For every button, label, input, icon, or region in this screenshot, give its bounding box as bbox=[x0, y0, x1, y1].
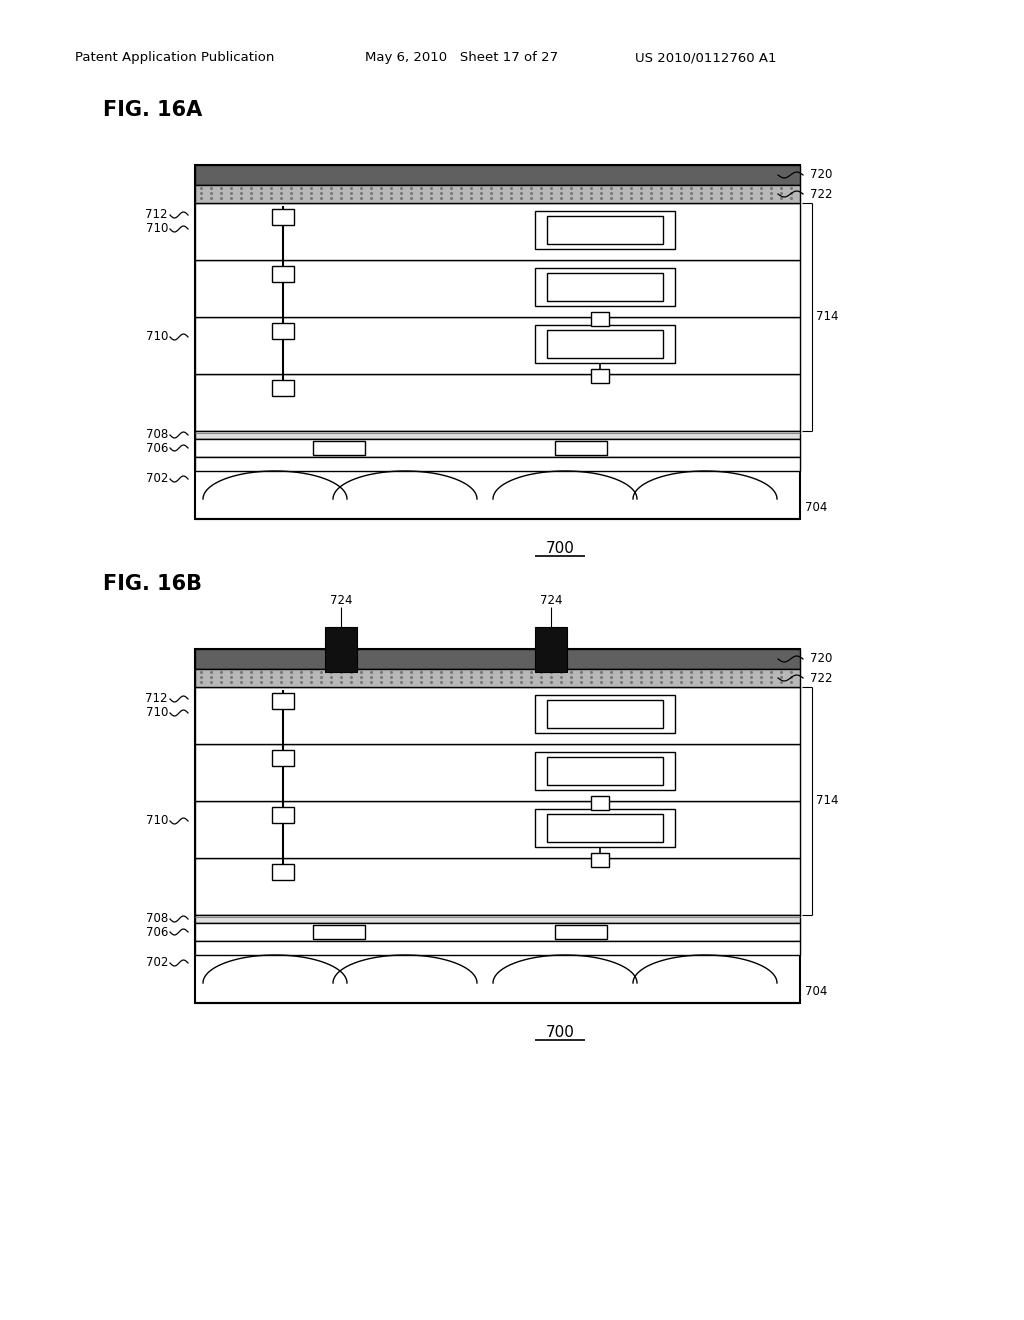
Text: 724: 724 bbox=[540, 594, 562, 607]
Bar bbox=[535, 325, 675, 363]
Bar bbox=[547, 700, 663, 729]
Text: FIG. 16A: FIG. 16A bbox=[103, 100, 203, 120]
Bar bbox=[195, 801, 800, 858]
Bar bbox=[591, 312, 609, 326]
Bar bbox=[591, 853, 609, 867]
Text: FIG. 16B: FIG. 16B bbox=[103, 574, 202, 594]
Bar bbox=[195, 686, 800, 744]
Text: 714: 714 bbox=[816, 795, 839, 808]
Text: 706: 706 bbox=[145, 441, 168, 454]
Bar bbox=[195, 260, 800, 317]
Text: 708: 708 bbox=[145, 912, 168, 925]
Bar bbox=[195, 185, 800, 203]
Bar bbox=[313, 441, 365, 455]
Bar bbox=[195, 669, 800, 686]
Bar bbox=[195, 744, 800, 801]
Bar bbox=[195, 165, 800, 185]
Bar bbox=[272, 323, 294, 339]
Text: 702: 702 bbox=[145, 473, 168, 486]
Bar bbox=[195, 317, 800, 374]
Text: 710: 710 bbox=[145, 223, 168, 235]
Bar bbox=[195, 457, 800, 471]
Text: 706: 706 bbox=[145, 925, 168, 939]
Bar bbox=[555, 925, 607, 939]
Bar bbox=[195, 203, 800, 260]
Text: 720: 720 bbox=[810, 652, 833, 665]
Bar bbox=[195, 923, 800, 941]
Text: 700: 700 bbox=[546, 541, 574, 556]
Bar bbox=[313, 925, 365, 939]
Text: 710: 710 bbox=[145, 814, 168, 828]
Bar bbox=[195, 440, 800, 457]
Bar bbox=[535, 627, 567, 672]
Bar bbox=[547, 273, 663, 301]
Text: 712: 712 bbox=[145, 209, 168, 222]
Text: 710: 710 bbox=[145, 706, 168, 719]
Bar bbox=[535, 809, 675, 847]
Text: 704: 704 bbox=[805, 502, 827, 513]
Text: Patent Application Publication: Patent Application Publication bbox=[75, 51, 274, 65]
Bar bbox=[547, 216, 663, 244]
Bar bbox=[555, 441, 607, 455]
Bar bbox=[195, 432, 800, 440]
Bar bbox=[272, 865, 294, 880]
Bar bbox=[272, 380, 294, 396]
Bar bbox=[195, 649, 800, 1003]
Text: 724: 724 bbox=[330, 594, 352, 607]
Bar bbox=[195, 858, 800, 915]
Bar bbox=[195, 374, 800, 432]
Text: 700: 700 bbox=[546, 1026, 574, 1040]
Text: US 2010/0112760 A1: US 2010/0112760 A1 bbox=[635, 51, 776, 65]
Bar bbox=[535, 752, 675, 789]
Text: 720: 720 bbox=[810, 169, 833, 181]
Text: 710: 710 bbox=[145, 330, 168, 343]
Text: May 6, 2010   Sheet 17 of 27: May 6, 2010 Sheet 17 of 27 bbox=[365, 51, 558, 65]
Bar bbox=[535, 268, 675, 306]
Bar bbox=[195, 941, 800, 954]
Text: 702: 702 bbox=[145, 957, 168, 969]
Text: 712: 712 bbox=[145, 693, 168, 705]
Bar bbox=[272, 693, 294, 709]
Bar bbox=[547, 330, 663, 358]
Bar bbox=[591, 370, 609, 383]
Text: 722: 722 bbox=[810, 672, 833, 685]
Bar bbox=[325, 627, 357, 672]
Bar bbox=[195, 165, 800, 519]
Bar bbox=[195, 915, 800, 923]
Text: 714: 714 bbox=[816, 310, 839, 323]
Text: 708: 708 bbox=[145, 429, 168, 441]
Bar bbox=[535, 211, 675, 249]
Bar bbox=[547, 756, 663, 785]
Text: 722: 722 bbox=[810, 187, 833, 201]
Bar bbox=[591, 796, 609, 810]
Bar bbox=[195, 649, 800, 669]
Bar bbox=[272, 267, 294, 282]
Bar bbox=[547, 814, 663, 842]
Text: 704: 704 bbox=[805, 985, 827, 998]
Bar bbox=[272, 209, 294, 224]
Bar bbox=[272, 807, 294, 822]
Bar bbox=[272, 750, 294, 766]
Bar bbox=[535, 696, 675, 733]
